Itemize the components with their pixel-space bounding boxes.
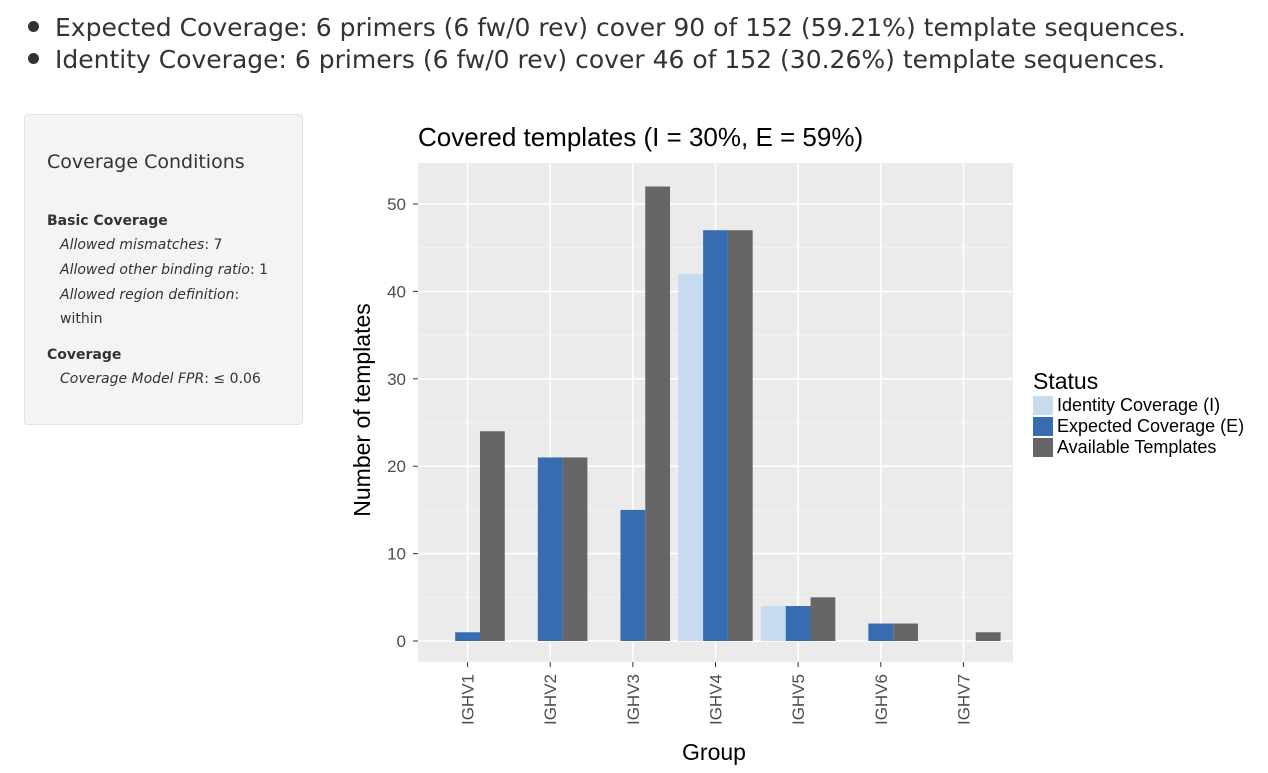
panel-title: Coverage Conditions bbox=[47, 151, 245, 173]
bullet-icon bbox=[28, 52, 39, 64]
coverage-bar-chart: Covered templates (I = 30%, E = 59%) Num… bbox=[349, 122, 1244, 765]
coverage-heading: Coverage bbox=[47, 347, 122, 363]
legend-swatch bbox=[1033, 438, 1053, 457]
x-tick-label: IGHV2 bbox=[541, 674, 560, 725]
legend-swatch bbox=[1033, 396, 1053, 415]
binding-ratio-row: Allowed other binding ratio: 1 bbox=[60, 262, 268, 278]
legend-title: Status bbox=[1033, 368, 1098, 394]
coverage-summary-list: Expected Coverage: 6 primers (6 fw/0 rev… bbox=[28, 12, 1186, 76]
bar bbox=[760, 606, 786, 641]
binding-ratio-label: Allowed other binding ratio bbox=[60, 262, 250, 278]
y-tick-label: 10 bbox=[387, 545, 406, 564]
region-value: within bbox=[60, 311, 103, 327]
bar bbox=[727, 230, 753, 641]
region-row: Allowed region definition: bbox=[60, 287, 239, 303]
summary-text: Identity Coverage: 6 primers (6 fw/0 rev… bbox=[55, 45, 1166, 74]
x-tick-label: IGHV3 bbox=[624, 674, 643, 725]
bar bbox=[868, 623, 894, 641]
y-tick-label: 20 bbox=[387, 457, 406, 476]
fpr-label: Coverage Model FPR bbox=[60, 371, 205, 387]
legend: Identity Coverage (I)Expected Coverage (… bbox=[1033, 395, 1244, 457]
legend-swatch bbox=[1033, 417, 1053, 436]
y-axis-label: Number of templates bbox=[349, 303, 375, 516]
x-tick-label: IGHV5 bbox=[789, 674, 808, 725]
legend-label: Identity Coverage (I) bbox=[1057, 395, 1220, 415]
bar bbox=[703, 230, 728, 641]
mismatch-label: Allowed mismatches bbox=[60, 237, 205, 253]
region-colon: : bbox=[234, 287, 240, 303]
x-tick-label: IGHV6 bbox=[872, 674, 891, 725]
bar bbox=[785, 606, 811, 641]
plot-area: 0 10 20 30 40 50 IGHV1 IGHV2 IGHV3 IGHV4 IGHV5 IGHV… bbox=[387, 163, 1013, 725]
summary-text: Expected Coverage: 6 primers (6 fw/0 rev… bbox=[55, 13, 1186, 42]
summary-item-identity: Identity Coverage: 6 primers (6 fw/0 rev… bbox=[28, 44, 1186, 76]
binding-ratio-value: : 1 bbox=[249, 262, 269, 278]
x-axis-label: Group bbox=[682, 739, 746, 765]
x-tick-label: IGHV1 bbox=[459, 674, 478, 725]
basic-coverage-heading: Basic Coverage bbox=[47, 213, 168, 229]
bullet-icon bbox=[28, 20, 39, 32]
mismatch-row: Allowed mismatches: 7 bbox=[60, 237, 222, 253]
bar bbox=[455, 632, 480, 641]
x-tick-label: IGHV4 bbox=[707, 674, 726, 725]
y-tick-label: 0 bbox=[397, 632, 406, 651]
y-tick-label: 30 bbox=[387, 370, 406, 389]
coverage-conditions-panel: Coverage Conditions Basic Coverage Allow… bbox=[24, 114, 303, 425]
fpr-row: Coverage Model FPR: ≤ 0.06 bbox=[60, 371, 261, 387]
bar bbox=[893, 623, 918, 641]
bar bbox=[678, 273, 704, 641]
bar bbox=[620, 509, 646, 641]
bar bbox=[975, 632, 1001, 641]
x-tick-label: IGHV7 bbox=[954, 674, 973, 725]
bar bbox=[562, 457, 588, 641]
region-label: Allowed region definition bbox=[60, 287, 235, 303]
y-tick-label: 50 bbox=[387, 195, 406, 214]
chart-title: Covered templates (I = 30%, E = 59%) bbox=[418, 122, 863, 152]
y-tick-label: 40 bbox=[387, 282, 406, 301]
bar bbox=[479, 431, 505, 641]
bar bbox=[810, 597, 836, 641]
legend-label: Available Templates bbox=[1057, 437, 1216, 457]
mismatch-value: : 7 bbox=[204, 237, 223, 253]
summary-item-expected: Expected Coverage: 6 primers (6 fw/0 rev… bbox=[28, 12, 1186, 44]
bar bbox=[645, 186, 671, 641]
fpr-value: : ≤ 0.06 bbox=[204, 371, 261, 387]
legend-label: Expected Coverage (E) bbox=[1057, 416, 1244, 436]
bar bbox=[537, 457, 563, 641]
